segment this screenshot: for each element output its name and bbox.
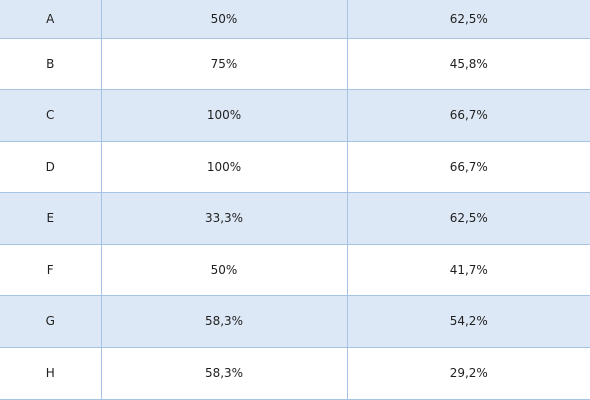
value1-cell: 100% xyxy=(101,89,348,142)
value2-cell: 66,7% xyxy=(347,89,590,142)
table-row: G 58,3% 54,2% xyxy=(0,295,590,348)
value2-cell: 29,2% xyxy=(347,347,590,400)
table-row: E 33,3% 62,5% xyxy=(0,192,590,245)
value1-cell: 50% xyxy=(101,244,348,296)
table-row: A 50% 62,5% xyxy=(0,0,590,39)
value2-cell: 45,8% xyxy=(347,38,590,90)
table-row: B 75% 45,8% xyxy=(0,38,590,90)
table-row: H 58,3% 29,2% xyxy=(0,347,590,400)
row-label-cell: H xyxy=(0,347,102,400)
value1-cell: 33,3% xyxy=(101,192,348,245)
table-row: C 100% 66,7% xyxy=(0,89,590,142)
row-label-cell: D xyxy=(0,141,102,193)
row-label-cell: B xyxy=(0,38,102,90)
row-label-cell: C xyxy=(0,89,102,142)
value2-cell: 54,2% xyxy=(347,295,590,348)
row-label-cell: F xyxy=(0,244,102,296)
value2-cell: 41,7% xyxy=(347,244,590,296)
table-row: F 50% 41,7% xyxy=(0,244,590,296)
value1-cell: 58,3% xyxy=(101,295,348,348)
table-row: D 100% 66,7% xyxy=(0,141,590,193)
row-label-cell: A xyxy=(0,0,102,39)
value1-cell: 75% xyxy=(101,38,348,90)
value2-cell: 66,7% xyxy=(347,141,590,193)
value1-cell: 58,3% xyxy=(101,347,348,400)
value2-cell: 62,5% xyxy=(347,0,590,39)
row-label-cell: E xyxy=(0,192,102,245)
value1-cell: 50% xyxy=(101,0,348,39)
value2-cell: 62,5% xyxy=(347,192,590,245)
value1-cell: 100% xyxy=(101,141,348,193)
row-label-cell: G xyxy=(0,295,102,348)
